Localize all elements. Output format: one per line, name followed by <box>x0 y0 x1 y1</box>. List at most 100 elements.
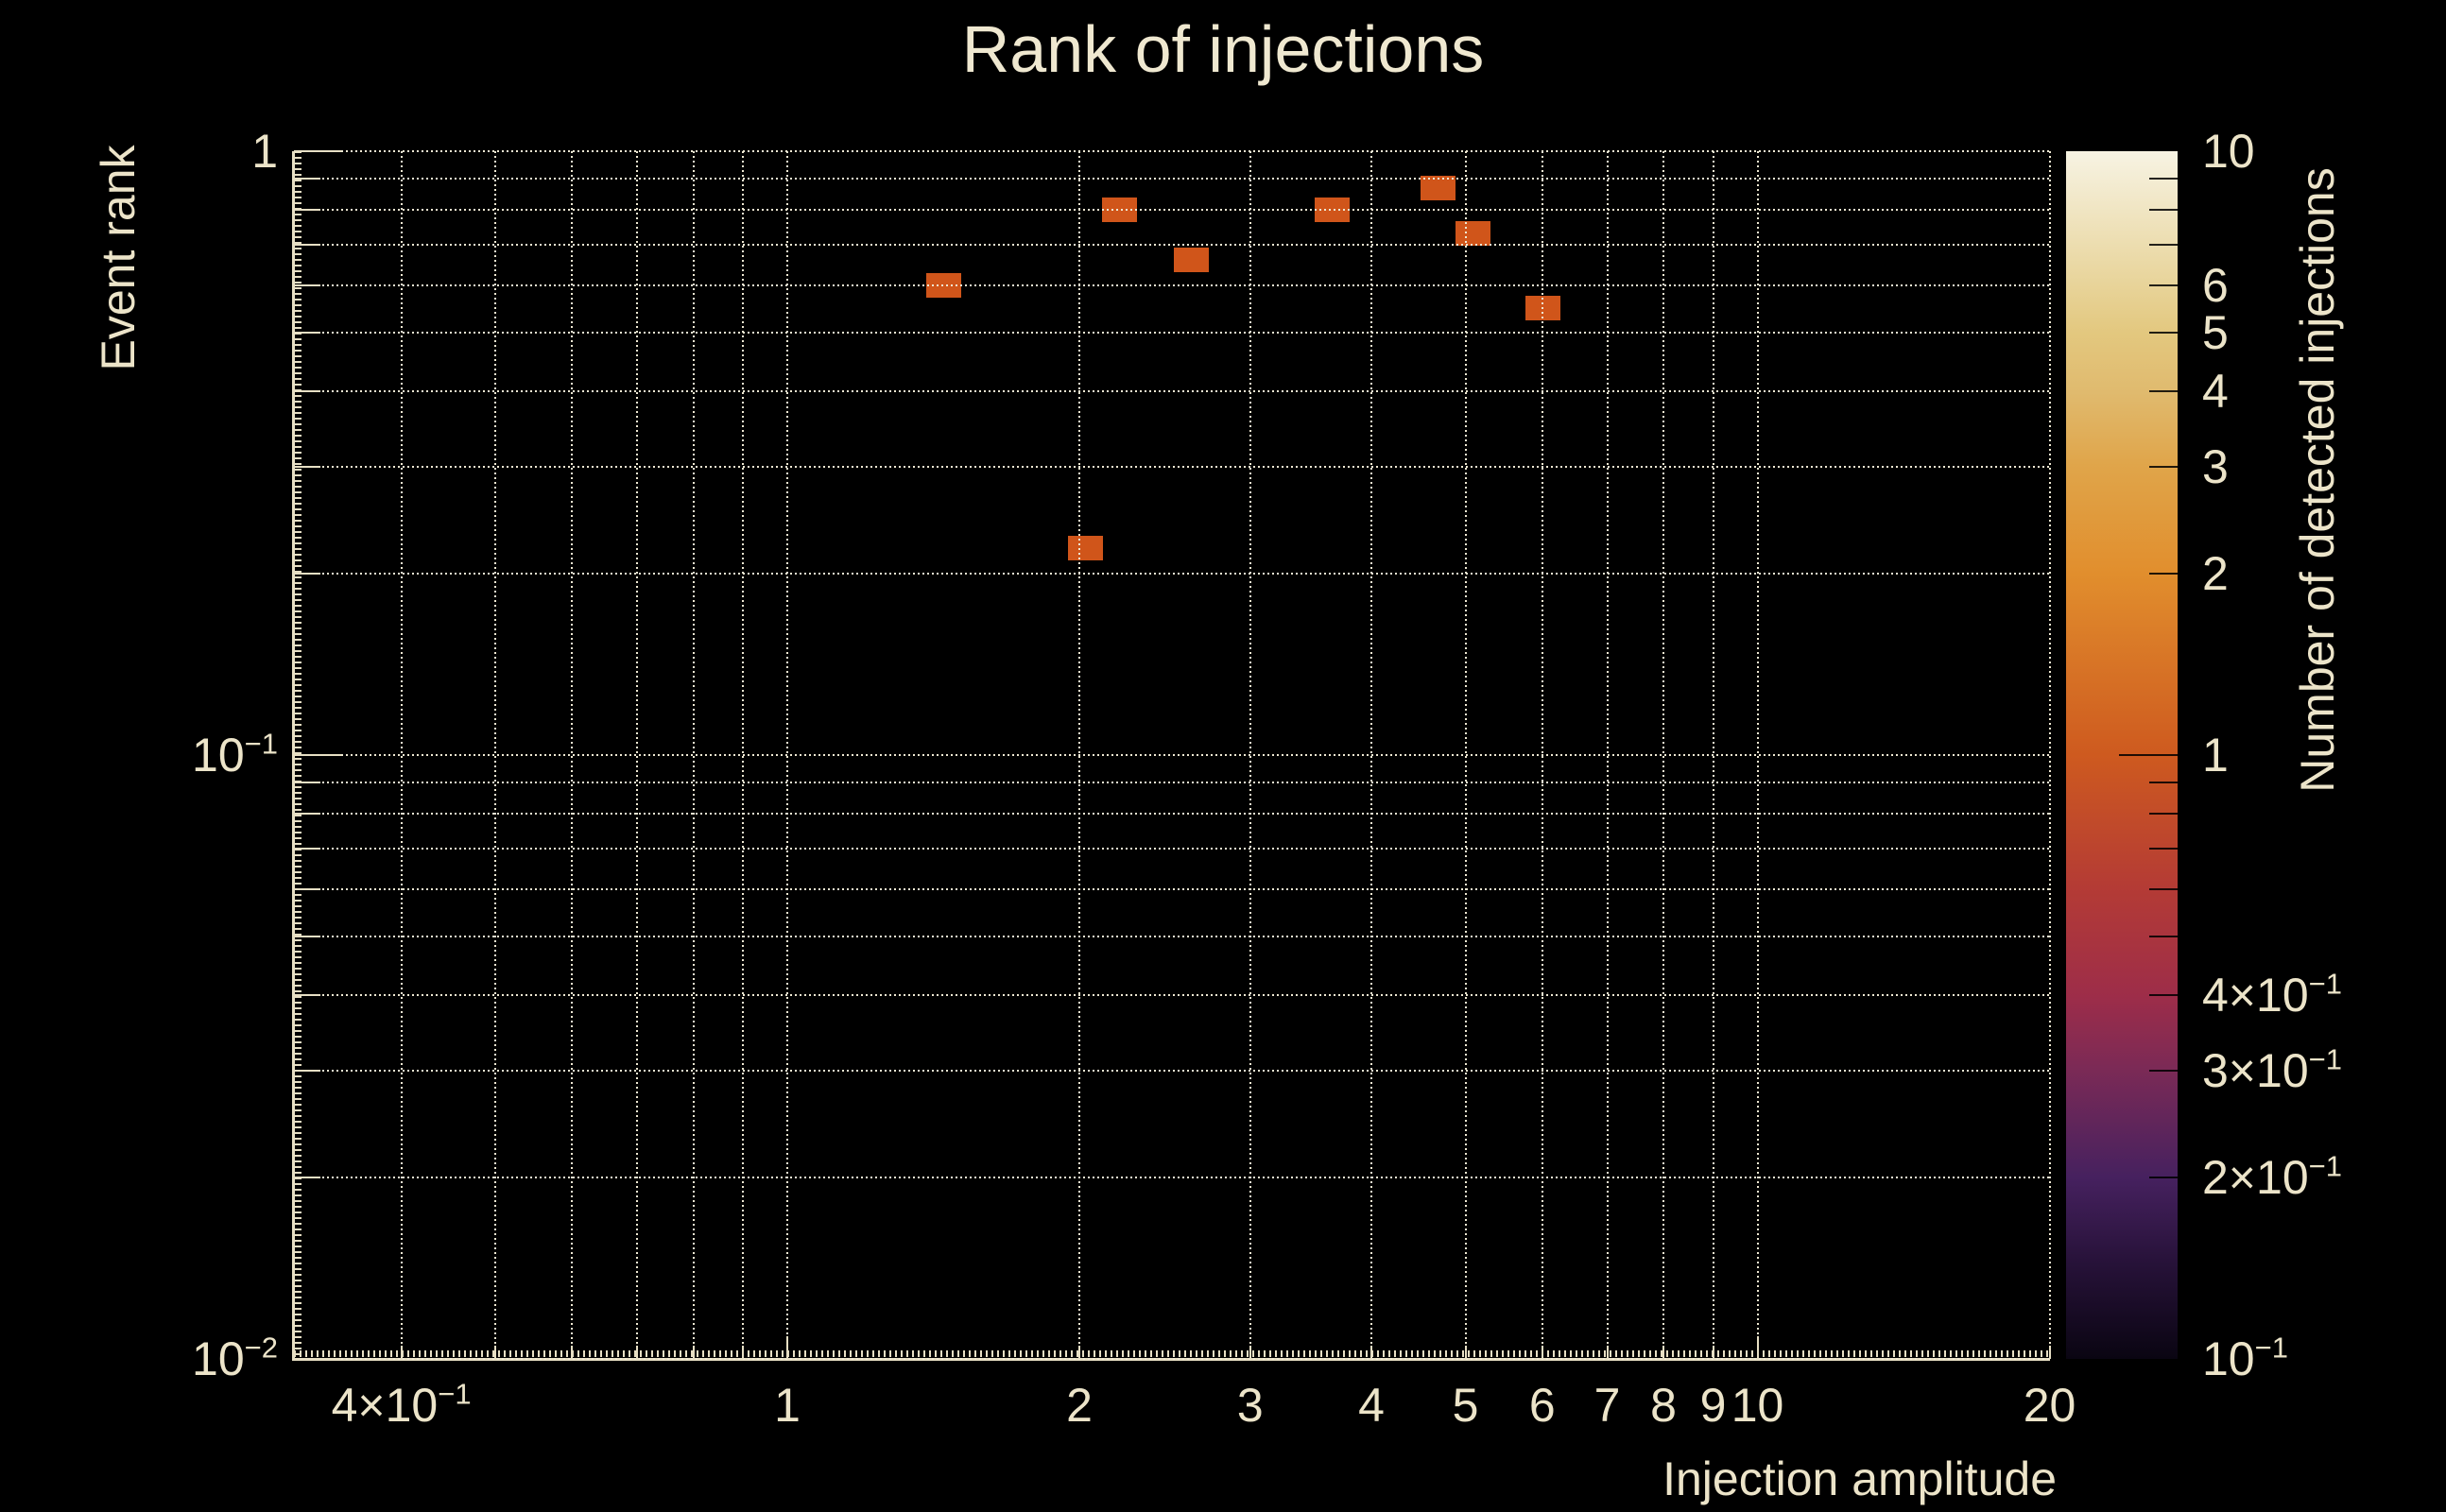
gridline-y <box>294 284 2050 286</box>
x-tick-label: 5 <box>1452 1379 1479 1432</box>
colorbar-tick-label: 2 <box>2202 546 2229 600</box>
gridline-y <box>294 572 2050 575</box>
colorbar-tick-label: 4×10−1 <box>2202 967 2342 1022</box>
x-tick <box>494 1346 497 1359</box>
x-tick-label: 2 <box>1066 1379 1093 1432</box>
x-tick-label: 20 <box>2023 1379 2076 1432</box>
x-tick-label: 7 <box>1593 1379 1621 1432</box>
x-tick <box>1712 1346 1714 1359</box>
colorbar-tick <box>2149 782 2178 784</box>
colorbar-tick <box>2149 208 2178 211</box>
x-axis-title: Injection amplitude <box>1662 1452 2057 1505</box>
gridline-y <box>294 1358 2050 1360</box>
y-tick <box>294 812 320 815</box>
x-tick <box>1541 1346 1543 1359</box>
colorbar-tick-label: 2×10−1 <box>2202 1149 2342 1204</box>
colorbar-tick <box>2149 332 2178 335</box>
colorbar-tick-label: 3 <box>2202 440 2229 494</box>
colorbar-tick <box>2149 390 2178 393</box>
x-tick <box>1606 1346 1609 1359</box>
x-tick <box>1078 1346 1081 1359</box>
x-tick-label: 1 <box>774 1379 801 1432</box>
colorbar-tick-label: 10−1 <box>2202 1331 2288 1385</box>
chart-title: Rank of injections <box>961 12 1485 86</box>
y-tick <box>294 847 320 850</box>
colorbar-tick-label: 5 <box>2202 306 2229 360</box>
y-tick <box>294 390 320 393</box>
colorbar-tick-label: 4 <box>2202 365 2229 419</box>
x-tick <box>1662 1346 1665 1359</box>
gridline-y <box>294 847 2050 850</box>
colorbar-tick <box>2149 1070 2178 1073</box>
y-axis-line <box>292 151 295 1361</box>
gridline-y <box>294 390 2050 393</box>
x-tick <box>692 1346 695 1359</box>
gridline-y <box>294 1070 2050 1073</box>
y-tick-label: 10−1 <box>192 727 278 782</box>
gridline-y <box>294 782 2050 784</box>
x-tick-label: 4 <box>1358 1379 1385 1432</box>
y-tick <box>294 1070 320 1073</box>
y-tick <box>294 243 320 246</box>
gridline-y <box>294 208 2050 211</box>
y-tick <box>294 1176 320 1178</box>
x-tick-label: 9 <box>1699 1379 1727 1432</box>
y-tick <box>294 150 341 152</box>
data-box <box>1068 536 1104 561</box>
x-tick <box>2048 1346 2051 1359</box>
colorbar-tick <box>2149 284 2178 286</box>
y-tick <box>294 936 320 938</box>
colorbar-tick-label: 1 <box>2202 729 2229 782</box>
data-box <box>1455 221 1490 247</box>
gridline-y <box>294 243 2050 246</box>
y-tick <box>294 466 320 469</box>
colorbar-tick <box>2149 812 2178 815</box>
y-tick <box>294 572 320 575</box>
gridline-y <box>294 887 2050 890</box>
gridline-y <box>294 466 2050 469</box>
x-tick-label: 3 <box>1236 1379 1264 1432</box>
colorbar-tick-label: 6 <box>2202 258 2229 312</box>
x-tick <box>1464 1346 1467 1359</box>
x-tick <box>786 1336 789 1359</box>
colorbar-tick <box>2119 754 2178 756</box>
x-tick-label: 10 <box>1731 1379 1784 1432</box>
gridline-y <box>294 754 2050 756</box>
x-tick-label: 6 <box>1528 1379 1556 1432</box>
data-box <box>1174 248 1210 273</box>
x-tick <box>1370 1346 1373 1359</box>
colorbar-tick-label: 3×10−1 <box>2202 1042 2342 1098</box>
y-tick <box>294 178 320 180</box>
y-axis-title: Event rank <box>92 145 145 371</box>
x-tick-label: 8 <box>1650 1379 1677 1432</box>
y-tick <box>294 1358 341 1360</box>
y-tick-label: 10−2 <box>192 1331 278 1385</box>
x-minor-ticks-strip <box>294 1350 2050 1357</box>
gridline-y <box>294 178 2050 180</box>
y-tick <box>294 284 320 286</box>
gridline-y <box>294 150 2050 152</box>
gridline-y <box>294 1176 2050 1178</box>
gridline-x <box>2048 151 2051 1359</box>
gridline-y <box>294 936 2050 938</box>
colorbar-tick <box>2149 572 2178 575</box>
gridline-y <box>294 332 2050 335</box>
colorbar-tick <box>2149 887 2178 890</box>
y-tick <box>294 782 320 784</box>
x-tick <box>1249 1346 1251 1359</box>
colorbar-tick <box>2149 466 2178 469</box>
y-tick <box>294 887 320 890</box>
colorbar-tick <box>2149 994 2178 997</box>
colorbar-tick <box>2149 936 2178 938</box>
colorbar-tick <box>2149 1176 2178 1178</box>
colorbar-tick-label: 10 <box>2202 125 2255 178</box>
y-tick <box>294 994 320 997</box>
colorbar-tick <box>2149 178 2178 180</box>
y-tick <box>294 208 320 211</box>
y-tick-label: 1 <box>251 125 278 178</box>
colorbar-tick <box>2149 243 2178 246</box>
x-tick <box>636 1346 639 1359</box>
x-tick <box>400 1346 403 1359</box>
x-tick <box>571 1346 574 1359</box>
